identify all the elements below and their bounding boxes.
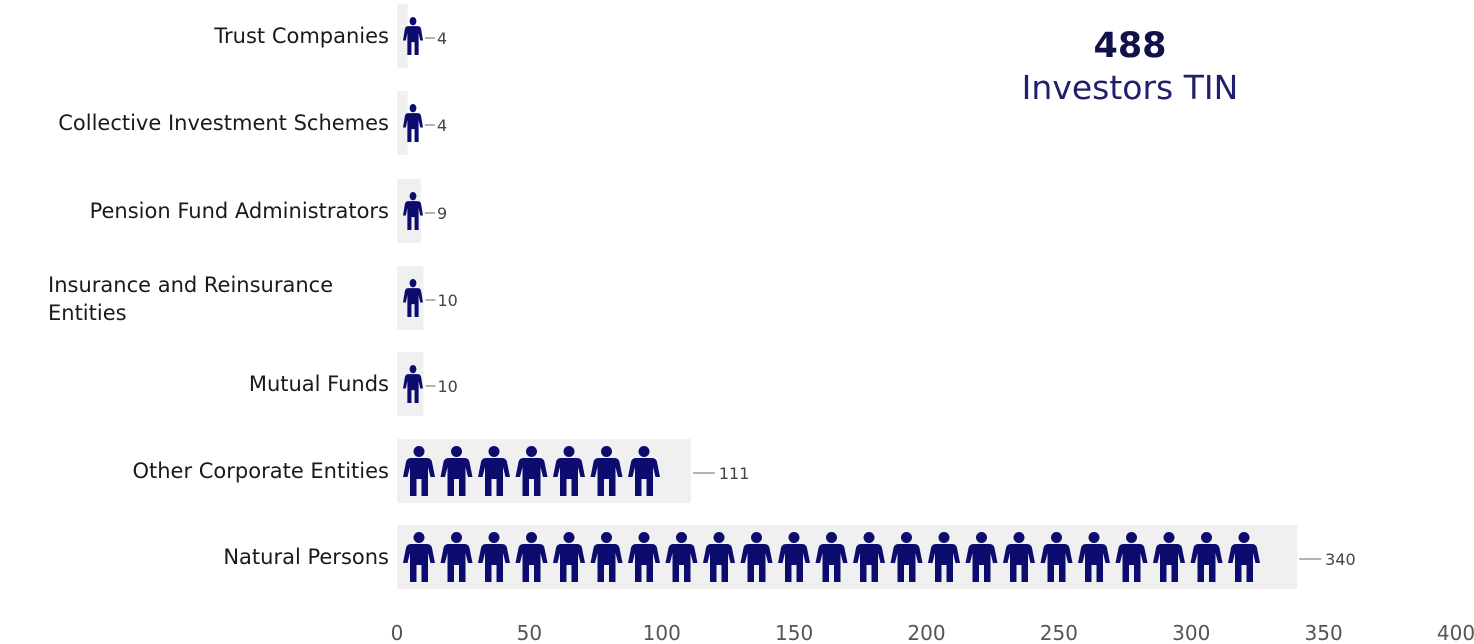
person-icon	[665, 532, 698, 582]
person-icon	[1003, 532, 1035, 582]
person-icon	[403, 532, 435, 582]
person-icon	[1153, 532, 1185, 582]
x-tick-label: 400	[1437, 621, 1474, 644]
person-icon	[853, 532, 885, 582]
category-label-pension-fund-administrators: Pension Fund Administrators	[89, 199, 389, 223]
bar-trust-companies	[397, 4, 408, 68]
person-icon	[403, 17, 423, 55]
x-tick-label: 200	[907, 621, 945, 644]
value-label-collective-investment-schemes: 4	[437, 116, 447, 135]
person-icon	[478, 532, 510, 582]
x-tick-label: 300	[1172, 621, 1210, 644]
kpi-value: 488	[1093, 26, 1167, 66]
person-icon	[403, 104, 423, 142]
x-tick-label: 50	[517, 621, 542, 644]
person-icon	[403, 192, 423, 230]
person-icon	[1115, 532, 1148, 582]
x-tick-label: 100	[643, 621, 681, 644]
person-icon	[515, 532, 548, 582]
bar-collective-investment-schemes	[397, 91, 408, 155]
value-label-insurance-and-reinsurance-entities: 10	[437, 291, 457, 310]
value-label-natural-persons: 340	[1325, 550, 1356, 569]
value-label-other-corporate-entities: 111	[719, 464, 750, 483]
person-icon	[403, 365, 423, 403]
person-icon	[590, 532, 623, 582]
person-icon	[965, 532, 998, 582]
person-icon	[778, 532, 810, 582]
person-icon	[553, 532, 585, 582]
x-tick-label: 250	[1040, 621, 1078, 644]
x-tick-label: 0	[391, 621, 404, 644]
person-icon	[703, 532, 735, 582]
category-label-mutual-funds: Mutual Funds	[248, 372, 389, 396]
category-label-natural-persons: Natural Persons	[223, 545, 389, 569]
person-icon	[740, 532, 773, 582]
person-icon	[928, 532, 960, 582]
person-icon	[1078, 532, 1110, 582]
person-icon	[515, 446, 548, 496]
person-icon	[1040, 532, 1073, 582]
person-icon	[628, 532, 660, 582]
category-label-collective-investment-schemes: Collective Investment Schemes	[58, 111, 389, 135]
x-tick-label: 150	[775, 621, 813, 644]
category-label-insurance-and-reinsurance-entities: Insurance and Reinsurance Entities	[48, 273, 334, 325]
bar-natural-persons	[397, 525, 1298, 589]
category-label-other-corporate-entities: Other Corporate Entities	[132, 459, 389, 483]
person-icon	[440, 532, 473, 582]
person-icon	[590, 446, 623, 496]
person-icon	[553, 446, 585, 496]
person-icon	[403, 446, 435, 496]
person-icon	[1228, 532, 1260, 582]
x-tick-label: 350	[1305, 621, 1343, 644]
kpi-block: 488 Investors TIN	[970, 24, 1290, 108]
value-label-mutual-funds: 10	[437, 377, 457, 396]
person-icon	[628, 446, 660, 496]
category-label-trust-companies: Trust Companies	[214, 24, 389, 48]
value-label-pension-fund-administrators: 9	[437, 204, 447, 223]
value-label-trust-companies: 4	[437, 29, 447, 48]
person-icon	[403, 279, 423, 317]
kpi-label: Investors TIN	[1021, 68, 1239, 107]
person-icon	[440, 446, 473, 496]
person-icon	[1190, 532, 1223, 582]
person-icon	[890, 532, 923, 582]
person-icon	[815, 532, 848, 582]
person-icon	[478, 446, 510, 496]
